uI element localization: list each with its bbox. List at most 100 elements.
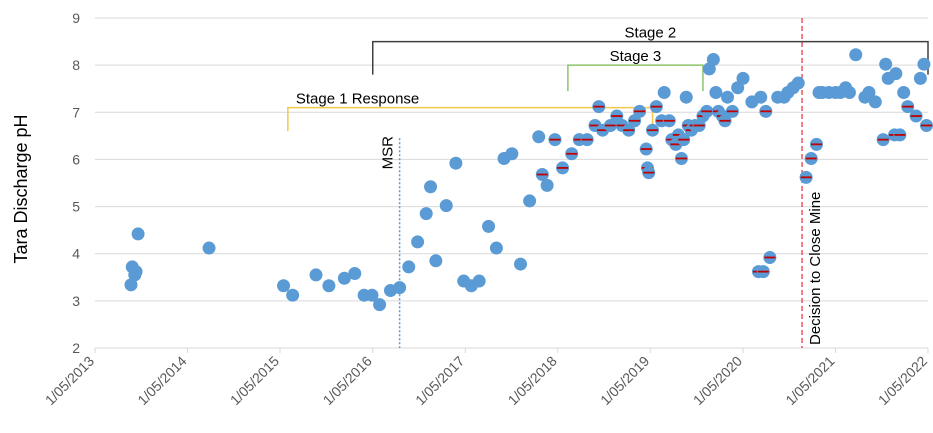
data-point-marker	[348, 267, 362, 281]
data-point	[556, 161, 570, 175]
y-tick-label: 5	[72, 199, 80, 215]
reference-lines: MSR Decision to Close Mine	[380, 18, 824, 348]
data-point-marker	[482, 219, 496, 233]
data-point	[897, 85, 911, 99]
data-point-marker	[862, 85, 876, 99]
data-point-marker	[472, 274, 486, 288]
data-point-marker	[131, 227, 145, 241]
data-point	[548, 133, 562, 147]
data-point	[759, 104, 773, 118]
gridlines	[94, 17, 929, 353]
data-point	[424, 180, 438, 194]
x-tick-label: 1/05/2019	[597, 353, 653, 409]
data-point	[277, 279, 291, 293]
data-point	[124, 278, 138, 292]
stage-2-bracket-label: Stage 2	[625, 25, 677, 42]
data-point	[791, 76, 805, 90]
stage-brackets: Stage 1 Response Stage 2 Stage 3	[287, 25, 929, 132]
y-tick-label: 4	[72, 246, 80, 262]
data-point-marker	[277, 279, 291, 293]
data-point	[913, 71, 927, 85]
data-point-marker	[754, 90, 768, 104]
data-point	[901, 100, 915, 114]
data-point-marker	[709, 85, 723, 99]
data-point	[679, 90, 693, 104]
data-point	[202, 241, 216, 255]
data-point	[809, 137, 823, 151]
data-point-marker	[897, 85, 911, 99]
data-point-marker	[721, 90, 735, 104]
data-point-marker	[706, 52, 720, 66]
data-point	[565, 147, 579, 161]
msr-label: MSR	[380, 136, 397, 170]
data-point	[721, 90, 735, 104]
data-point	[756, 265, 770, 279]
data-point	[309, 268, 323, 282]
stage-1-bracket	[287, 106, 654, 132]
data-point-marker	[411, 235, 425, 249]
data-point-marker	[202, 241, 216, 255]
data-point	[449, 156, 463, 170]
data-point	[662, 114, 676, 128]
x-tick-labels: 1/05/2013 1/05/2014 1/05/2015 1/05/2016 1/05…	[42, 353, 931, 409]
data-point-marker	[849, 48, 863, 62]
data-point-marker	[532, 130, 546, 144]
y-axis-label: Tara Discharge pH	[11, 114, 31, 263]
data-point	[674, 151, 688, 165]
data-point-marker	[879, 57, 893, 71]
data-point	[731, 81, 745, 95]
x-tick-label: 1/05/2017	[412, 353, 468, 409]
data-point	[718, 114, 732, 128]
data-point-marker	[419, 207, 433, 221]
data-point-marker	[917, 57, 931, 71]
x-tick-label: 1/05/2022	[875, 353, 931, 409]
data-point	[879, 57, 893, 71]
data-point	[633, 104, 647, 118]
data-point	[365, 288, 379, 302]
data-point	[917, 57, 931, 71]
x-tick-label: 1/05/2014	[134, 353, 190, 409]
data-point-marker	[449, 156, 463, 170]
data-point	[482, 219, 496, 233]
data-point	[337, 271, 351, 285]
data-point	[763, 250, 777, 264]
stage-3-bracket-label: Stage 3	[610, 48, 662, 65]
data-point-marker	[868, 95, 882, 109]
data-point-marker	[124, 278, 138, 292]
data-point-marker	[540, 178, 554, 192]
data-point	[622, 123, 636, 137]
data-point	[649, 100, 663, 114]
stage-2-bracket	[372, 40, 929, 75]
data-point	[642, 166, 656, 180]
data-point	[706, 52, 720, 66]
x-tick-label: 1/05/2020	[690, 353, 746, 409]
data-point-marker	[373, 298, 387, 312]
data-point	[129, 265, 143, 279]
x-tick-label: 1/05/2021	[782, 353, 838, 409]
data-point	[532, 130, 546, 144]
data-point	[393, 281, 407, 295]
data-points	[124, 48, 933, 312]
data-point	[842, 85, 856, 99]
data-point-marker	[791, 76, 805, 90]
data-point-marker	[679, 90, 693, 104]
data-point-marker	[889, 67, 903, 81]
data-point	[754, 90, 768, 104]
data-point	[580, 133, 594, 147]
data-point-marker	[489, 241, 503, 255]
y-tick-label: 7	[72, 104, 80, 120]
data-point	[429, 254, 443, 268]
data-point	[677, 133, 691, 147]
data-point	[909, 109, 923, 123]
data-point-marker	[439, 199, 453, 213]
data-point	[868, 95, 882, 109]
data-point	[535, 168, 549, 182]
data-point-marker	[286, 288, 300, 302]
data-point	[513, 257, 527, 271]
stage-3-bracket	[567, 64, 704, 92]
y-tick-label: 6	[72, 151, 80, 167]
y-tick-label: 9	[72, 10, 80, 26]
stage-1-bracket-label: Stage 1 Response	[296, 91, 419, 108]
data-point-marker	[913, 71, 927, 85]
data-point	[348, 267, 362, 281]
